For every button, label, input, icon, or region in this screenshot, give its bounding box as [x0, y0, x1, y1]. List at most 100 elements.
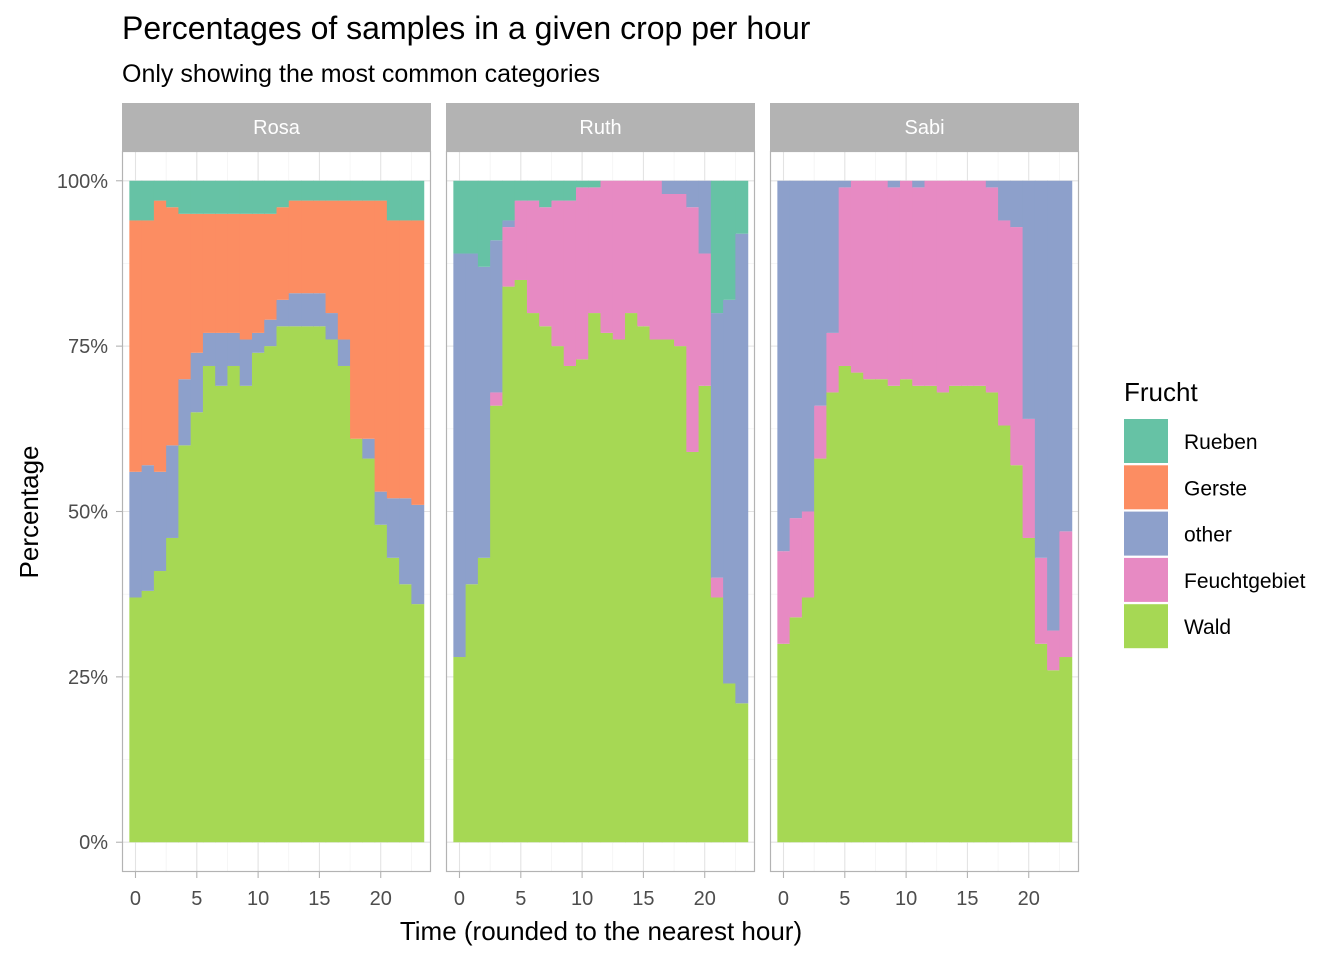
bar-feuchtgebiet [777, 551, 791, 644]
bar-wald [887, 385, 901, 843]
bar-wald [875, 379, 889, 843]
panel-border [769, 150, 1080, 873]
x-tick-label: 15 [632, 888, 654, 910]
bar-wald [1059, 657, 1073, 843]
bar-rueben [526, 180, 540, 201]
bar-rueben [477, 180, 491, 267]
bar-feuchtgebiet [710, 577, 724, 598]
bar-wald [239, 385, 253, 843]
bar-wald [399, 584, 412, 843]
bar-wald [539, 326, 553, 843]
bar-wald [490, 405, 504, 843]
bar-rueben [374, 180, 388, 201]
bar-rueben [190, 180, 204, 214]
bar-wald [477, 557, 491, 843]
legend-label: Gerste [1184, 477, 1247, 500]
bar-feuchtgebiet [973, 180, 987, 386]
x-tick-label: 5 [515, 888, 526, 910]
bar-feuchtgebiet [1047, 630, 1060, 671]
x-tick-label: 20 [1018, 888, 1040, 910]
bar-wald [961, 385, 975, 843]
bar-rueben [502, 180, 516, 221]
bar-feuchtgebiet [912, 187, 926, 386]
bar-wald [563, 365, 577, 843]
legend-label: Rueben [1184, 431, 1258, 454]
bar-feuchtgebiet [1034, 557, 1048, 644]
y-axis-title: Percentage [14, 446, 44, 579]
bar-other [141, 465, 155, 591]
bar-wald [588, 313, 602, 843]
bar-wald [612, 339, 626, 843]
bar-other [477, 266, 491, 558]
bar-rueben [362, 180, 376, 201]
bar-gerste [129, 220, 143, 472]
bar-wald [386, 557, 400, 843]
bar-rueben [141, 180, 155, 221]
bar-feuchtgebiet [575, 187, 589, 360]
x-tick-label: 5 [839, 888, 850, 910]
x-axis-title: Time (rounded to the nearest hour) [400, 916, 802, 946]
legend-swatch-rueben [1124, 419, 1168, 463]
bar-wald [600, 332, 614, 843]
bar-rueben [465, 180, 479, 254]
bars [129, 180, 425, 843]
bar-feuchtgebiet [649, 180, 663, 340]
bar-wald [202, 365, 216, 843]
bar-other [826, 180, 840, 333]
bar-wald [288, 326, 302, 843]
bar-rueben [386, 180, 400, 221]
x-tick-label: 0 [454, 888, 465, 910]
bar-rueben [239, 180, 253, 214]
bar-wald [801, 597, 815, 843]
bar-wald [575, 359, 589, 843]
bar-wald [850, 372, 864, 843]
bar-feuchtgebiet [863, 180, 877, 380]
legend-label: Wald [1184, 616, 1231, 639]
facet-strip [446, 103, 755, 151]
bar-rueben [215, 180, 229, 214]
bar-gerste [141, 220, 155, 466]
bar-rueben [288, 180, 302, 201]
bar-wald [362, 458, 376, 843]
bar-feuchtgebiet [686, 207, 700, 452]
bar-other [661, 180, 675, 194]
bar-rueben [276, 180, 290, 208]
facet-strip-label: Ruth [579, 117, 621, 139]
bar-other [399, 498, 412, 585]
y-tick-label: 0% [79, 832, 108, 854]
bar-other [251, 332, 265, 353]
bar-feuchtgebiet [789, 518, 803, 618]
bar-wald [190, 412, 204, 843]
bar-feuchtgebiet [637, 180, 651, 327]
bar-other [1022, 180, 1036, 419]
bar-other [227, 332, 241, 366]
bar-wald [178, 445, 192, 843]
bar-rueben [411, 180, 425, 221]
bar-wald [411, 604, 425, 843]
bar-rueben [153, 180, 167, 201]
bar-rueben [264, 180, 278, 214]
bar-wald [735, 703, 749, 843]
legend: Frucht Rueben Gerste other Feuchtgebiet Wald [1124, 377, 1306, 649]
bar-wald [374, 524, 388, 843]
bar-wald [949, 385, 962, 843]
bar-rueben [735, 180, 749, 234]
bar-other [202, 332, 216, 366]
bar-feuchtgebiet [502, 227, 516, 287]
bar-feuchtgebiet [801, 511, 815, 598]
bar-wald [924, 385, 938, 843]
x-tick-label: 15 [308, 888, 330, 910]
bar-feuchtgebiet [814, 405, 828, 459]
bar-feuchtgebiet [838, 187, 852, 366]
legend-label: Feuchtgebiet [1184, 570, 1306, 593]
bar-wald [637, 326, 651, 843]
bar-wald [826, 392, 840, 843]
bar-gerste [190, 213, 204, 353]
bar-other [698, 180, 712, 254]
bar-gerste [399, 220, 412, 499]
y-tick-label: 50% [68, 502, 108, 524]
bar-wald [674, 346, 687, 843]
bar-feuchtgebiet [526, 200, 540, 314]
bar-other [166, 445, 180, 538]
y-tick-label: 75% [68, 336, 108, 358]
